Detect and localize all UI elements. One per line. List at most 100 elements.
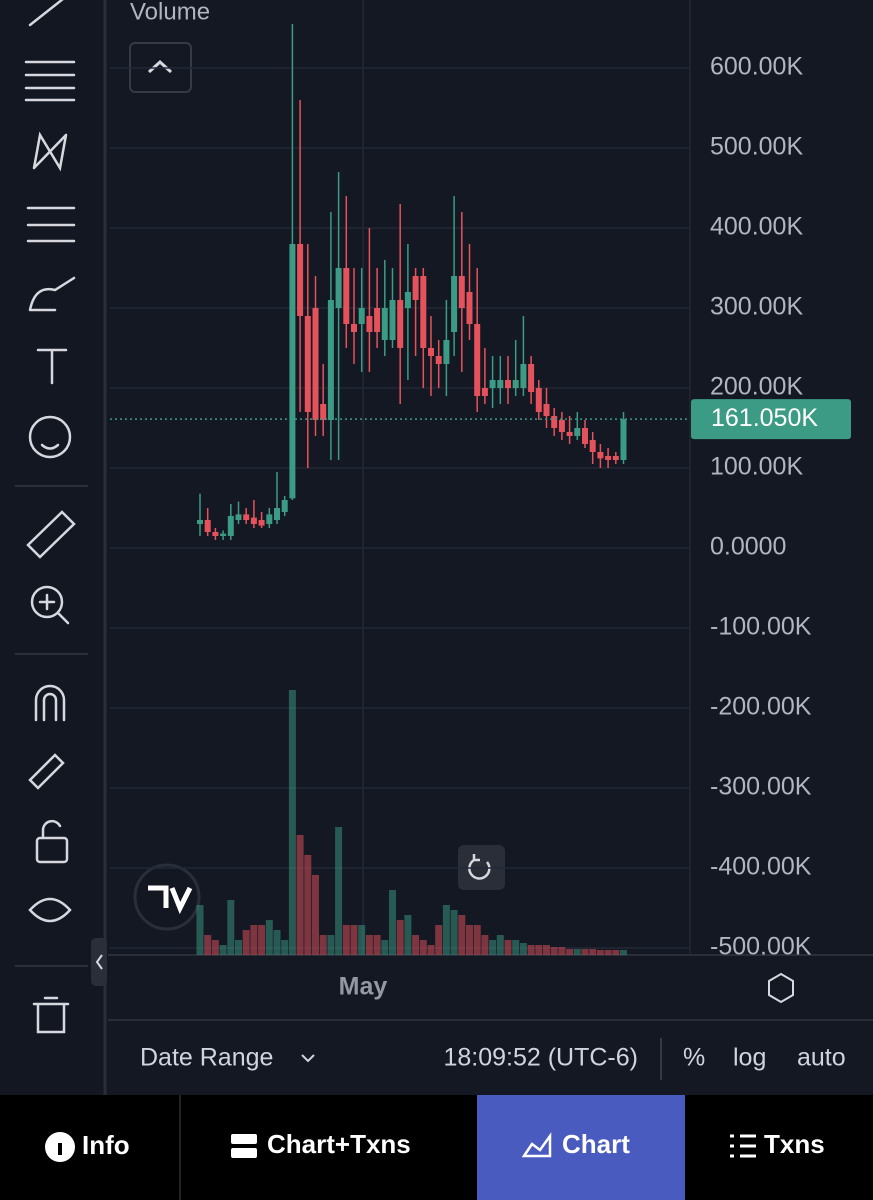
lock-icon[interactable] xyxy=(35,836,69,864)
volume-bar xyxy=(612,950,620,955)
candle-body xyxy=(281,500,288,512)
candle-body xyxy=(258,520,265,526)
date-range[interactable]: Date Range xyxy=(140,1044,273,1072)
candle-body xyxy=(304,316,311,412)
pattern-icon[interactable] xyxy=(32,131,68,172)
last-price-badge xyxy=(691,399,851,440)
y-tick-label: 100.00K xyxy=(710,453,803,481)
candle-body xyxy=(374,308,381,332)
volume-bar xyxy=(281,940,289,955)
candle-body xyxy=(243,514,250,520)
volume-bar xyxy=(458,915,466,955)
candle-body xyxy=(428,348,434,356)
toolbar-icons[interactable] xyxy=(15,0,107,1034)
candle-body xyxy=(381,308,388,340)
volume-bar xyxy=(242,930,250,955)
text-icon[interactable] xyxy=(36,348,68,385)
percent-toggle[interactable]: % xyxy=(683,1044,705,1072)
volume-bar xyxy=(496,935,504,955)
volume-bar xyxy=(304,855,312,955)
zoom-icon[interactable] xyxy=(30,585,64,619)
candle-body xyxy=(543,404,550,416)
magnet-icon[interactable] xyxy=(34,684,66,722)
volume-bar xyxy=(543,945,550,955)
lock-draw-icon[interactable] xyxy=(28,753,65,790)
y-tick-label: 500.00K xyxy=(710,133,803,161)
candle-body xyxy=(197,520,203,524)
volume-bar xyxy=(450,910,458,955)
candle-body xyxy=(227,516,234,536)
log-toggle[interactable]: log xyxy=(733,1044,766,1072)
candle-body xyxy=(204,520,211,532)
volume-bar xyxy=(196,905,204,955)
y-tick-label: 200.00K xyxy=(710,373,803,401)
volume-bar xyxy=(319,935,327,955)
candle-body xyxy=(481,388,488,396)
chart-txns-icon xyxy=(231,1148,257,1158)
y-tick-label: -100.00K xyxy=(710,613,812,641)
candle-body xyxy=(512,380,519,388)
volume-bar xyxy=(373,935,381,955)
volume-bar xyxy=(350,925,358,955)
candle-body xyxy=(412,276,419,300)
candle-body xyxy=(505,380,511,388)
volume-bar xyxy=(473,925,481,955)
candle-body xyxy=(589,440,596,452)
y-tick-label: 400.00K xyxy=(710,213,803,241)
volume-bar xyxy=(296,835,304,955)
volume-bar xyxy=(381,940,389,955)
y-tick-label: 0.0000 xyxy=(710,533,786,561)
txns-icon xyxy=(730,1134,756,1158)
candle-body xyxy=(220,533,227,536)
emoji-mouth xyxy=(40,443,60,450)
volume-bar xyxy=(342,925,350,955)
candle-body xyxy=(320,404,327,420)
candle-body xyxy=(358,308,365,324)
volume-bar xyxy=(573,949,581,955)
y-tick-label: -400.00K xyxy=(710,853,812,881)
collapse-toolbar[interactable] xyxy=(91,938,107,986)
volume-bar xyxy=(235,940,242,955)
candle-body xyxy=(535,388,542,412)
trash-icon[interactable] xyxy=(32,996,70,1034)
auto-toggle[interactable]: auto xyxy=(797,1044,846,1072)
brush-icon[interactable] xyxy=(28,276,76,312)
volume-bar xyxy=(219,945,227,955)
chart-txns-icon xyxy=(231,1134,257,1144)
emoji-icon[interactable] xyxy=(28,415,72,459)
tab-chart-txns[interactable]: Chart+Txns xyxy=(267,1129,411,1159)
tab-info[interactable]: Info xyxy=(82,1130,130,1160)
volume-bar xyxy=(335,827,343,955)
candle-body xyxy=(458,276,465,308)
candle-body xyxy=(558,420,565,432)
tab-txns[interactable]: Txns xyxy=(764,1129,825,1159)
fib-icon[interactable] xyxy=(24,60,76,102)
candle-body xyxy=(266,514,273,524)
forecast-icon[interactable] xyxy=(26,206,76,243)
candle-body xyxy=(582,428,588,444)
date-range-caret xyxy=(301,1054,315,1063)
candle-body xyxy=(335,268,342,308)
candle-body xyxy=(397,300,404,348)
ruler-icon[interactable] xyxy=(26,510,76,559)
candle-body xyxy=(551,416,558,428)
y-tick-label: 300.00K xyxy=(710,293,803,321)
trend-line-icon[interactable] xyxy=(28,0,68,27)
tab-chart[interactable]: Chart xyxy=(562,1129,630,1159)
volume-bar xyxy=(620,950,627,955)
volume-bar xyxy=(512,940,520,955)
candle-body xyxy=(212,532,219,536)
volume-bar xyxy=(527,945,535,955)
volume-bar xyxy=(250,925,258,955)
volume-bar xyxy=(358,925,366,955)
volume-bar xyxy=(550,947,558,955)
eye-icon[interactable] xyxy=(28,897,72,923)
candle-body xyxy=(520,364,527,388)
volume-bar xyxy=(365,935,373,955)
volume-bar xyxy=(566,949,574,955)
candle-body xyxy=(420,276,427,348)
active-tab-bg xyxy=(477,1095,685,1200)
settings-icon[interactable] xyxy=(768,972,794,1004)
candle-body xyxy=(351,324,357,332)
